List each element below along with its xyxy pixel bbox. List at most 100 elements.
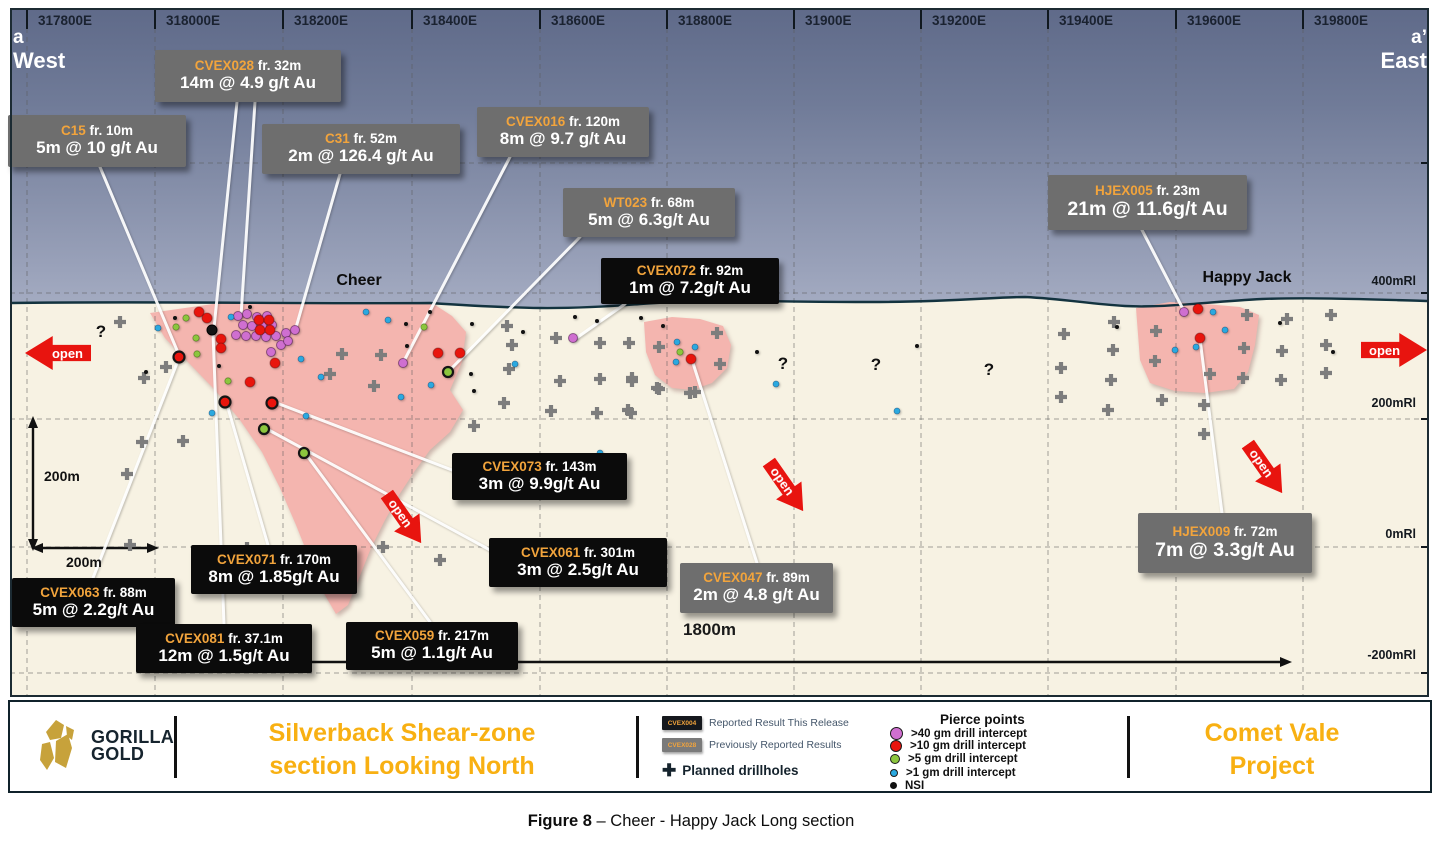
callout-hole-line: CVEX073 fr. 143m [482,458,597,474]
callout-c31: C31 fr. 52m 2m @ 126.4 g/t Au [262,124,460,174]
planned-drillhole-cross [1204,368,1216,380]
callout-leader-line [1198,337,1224,515]
callout-hole-line: CVEX071 fr. 170m [216,551,332,567]
callout-cvex016: CVEX016 fr. 120m 8m @ 9.7 g/t Au [477,107,649,157]
reported-result-box: CVEX004 [662,716,702,730]
pierce-point-10gm [254,324,266,336]
planned-drillhole-cross [177,435,189,447]
planned-drillhole-cross [684,387,696,399]
planned-drillhole-cross [377,541,389,553]
planned-drillhole-cross [501,320,513,332]
hole-id: CVEX028 [194,58,254,73]
marker-letter-a-prime: a’ [1411,27,1427,48]
callout-hole-line: CVEX061 fr. 301m [520,544,636,560]
pierce-point-40gm [1179,307,1189,317]
pierce-point-1gm [893,407,901,415]
callout-hole-line: CVEX016 fr. 120m [505,114,621,129]
pierce-point-nsi [217,364,221,368]
pierce-point-1gm [1171,346,1179,354]
callout-leader-line [272,400,454,472]
planned-drillhole-cross [1320,339,1332,351]
pierce-point-nsi [915,344,919,348]
results-legend-label: Reported Result This Release [709,717,849,729]
arrowhead-up [28,416,38,428]
intercept-result: 2m @ 4.8 g/t Au [693,585,820,604]
hole-id: CVEX073 [482,458,542,474]
legend-dot-p10 [890,740,902,753]
pierce-point-nsi [405,344,409,348]
callout-leader-line [573,302,627,341]
pierce-point-40gm [238,320,248,330]
pierce-point-10gm [269,357,281,369]
pierce-legend-label: NSI [905,779,925,792]
hole-id: WT023 [603,194,648,210]
easting-label: 319400E [1059,13,1114,28]
marker-word-east: East [1380,47,1427,73]
callout-wt023: WT023 fr. 68m 5m @ 6.3g/t Au [563,188,735,237]
rl-label: 400mRl [1371,274,1416,288]
pierce-point-5gm [676,348,684,356]
planned-drillhole-cross [1107,344,1119,356]
intercept-result: 7m @ 3.3g/t Au [1155,538,1295,561]
callout-cvex072: CVEX072 fr. 92m 1m @ 7.2g/t Au [601,258,779,304]
planned-drillhole-cross [1150,325,1162,337]
planned-drillhole-cross [1156,394,1168,406]
intercept-result: 5m @ 6.3g/t Au [588,209,710,229]
planned-drillhole-cross [1058,328,1070,340]
pierce-point-10gm-highlight [218,395,232,409]
pierce-point-1gm [772,380,780,388]
figure-number: Figure 8 [527,812,592,830]
planned-drillhole-cross [591,407,603,419]
pierce-point-nsi [470,322,474,326]
pierce-point-40gm [568,333,578,343]
results-legend-row: CVEX028 Previously Reported Results [662,738,841,752]
intercept-result: 5m @ 1.1g/t Au [371,643,493,662]
logo-word-gold: GOLD [91,744,145,764]
planned-drillhole-cross [136,436,148,448]
pierce-legend-row: >40 gm drill intercept [890,727,1027,740]
planned-drillhole-cross [1055,391,1067,403]
gorilla-gold-logo: GORILLA GOLD [38,718,174,774]
planned-drillhole-cross [506,339,518,351]
callout-leader-line [212,100,239,330]
question-mark: ? [870,355,882,374]
planned-drillhole-cross [1149,355,1161,367]
callout-leader-line [303,451,432,624]
easting-label: 318200E [294,13,349,28]
pierce-point-5gm [182,314,190,322]
pierce-point-10gm-highlight [172,350,186,364]
pierce-point-5gm [420,323,428,331]
planned-drillhole-cross [375,349,387,361]
intercept-result: 5m @ 10 g/t Au [36,138,158,157]
intercept-result: 12m @ 1.5g/t Au [158,645,290,665]
pierce-point-nsi-large [206,324,218,336]
pierce-point-nsi [639,316,643,320]
rl-label: -200mRl [1367,648,1416,662]
easting-label: 317800E [38,13,93,28]
callout-leader-line [1140,228,1186,313]
pierce-point-40gm [241,331,251,341]
planned-drillhole-cross [468,420,480,432]
pierce-point-40gm [290,325,300,335]
callout-hole-line: CVEX081 fr. 37.1m [165,630,283,646]
planned-drillhole-cross [1325,309,1337,321]
pierce-point-nsi [1331,350,1335,354]
pierce-point-nsi [173,316,177,320]
callout-hole-line: CVEX059 fr. 217m [374,628,490,643]
topography-line [9,295,1430,310]
callout-leader-line [239,100,257,318]
pierce-point-nsi [472,389,476,393]
pierce-point-10gm [432,347,444,359]
pierce-point-10gm [685,353,697,365]
pierce-point-1gm [1221,326,1229,334]
pierce-legend-label: >10 gm drill intercept [910,740,1026,753]
arrowhead-left [31,543,43,553]
callout-leader-line [690,358,759,565]
planned-drillhole-cross [594,337,606,349]
callout-c15: C15 fr. 10m 5m @ 10 g/t Au [8,115,186,167]
pierce-point-10gm [264,324,276,336]
intercept-result: 2m @ 126.4 g/t Au [288,146,434,165]
pierce-point-nsi [248,305,252,309]
hole-id: C15 [60,123,86,138]
